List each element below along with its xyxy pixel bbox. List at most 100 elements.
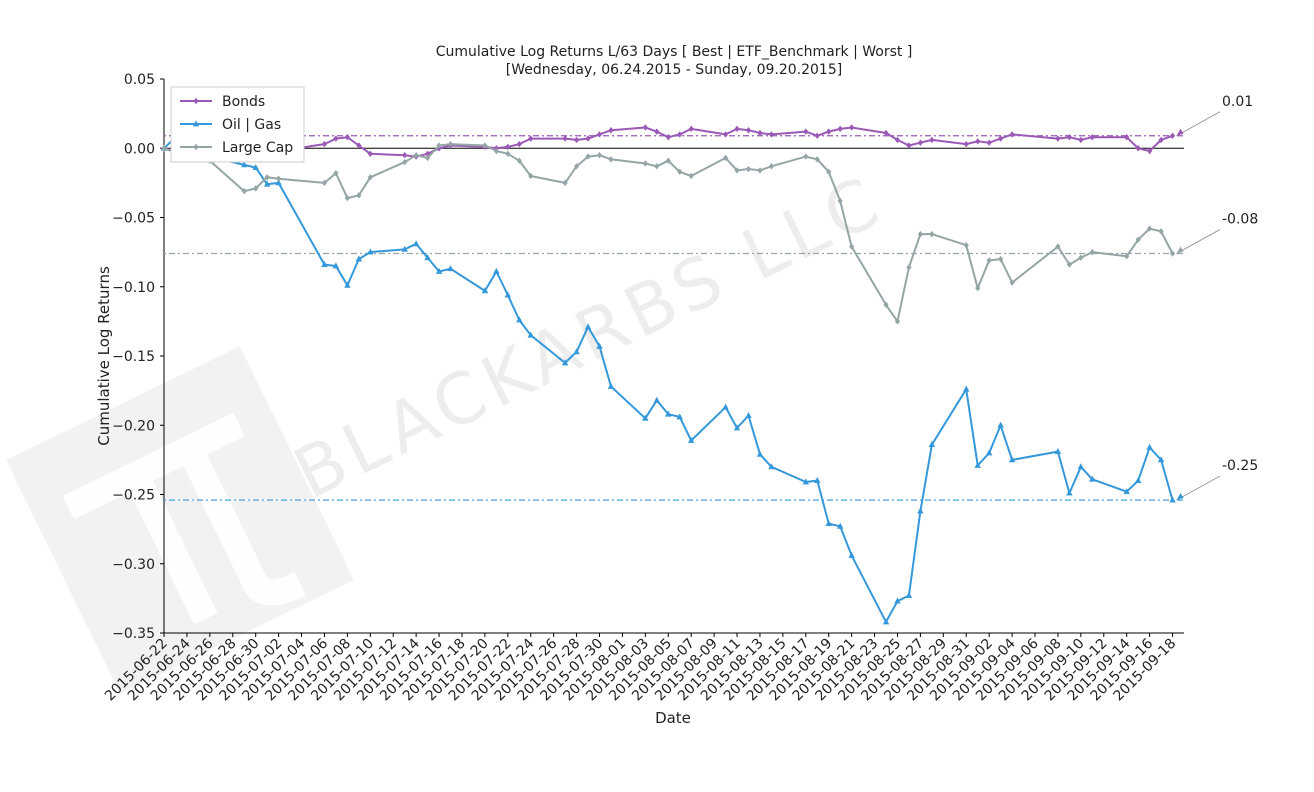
data-point — [654, 128, 660, 135]
data-point — [1169, 496, 1176, 503]
data-point — [665, 133, 671, 141]
data-point — [447, 265, 454, 272]
data-point — [653, 396, 661, 403]
y-tick-label: 0.00 — [124, 141, 155, 157]
data-point — [814, 156, 820, 163]
data-point — [527, 331, 534, 338]
data-point — [1009, 279, 1015, 286]
data-point — [413, 151, 419, 159]
data-point — [849, 124, 855, 131]
data-point — [757, 167, 763, 174]
data-point — [677, 131, 683, 138]
data-point — [275, 179, 282, 186]
data-point — [1054, 447, 1062, 454]
data-point — [505, 143, 511, 151]
data-point — [1158, 228, 1164, 235]
data-point — [412, 240, 420, 247]
data-point — [826, 128, 832, 135]
x-axis-label: Date — [655, 709, 691, 727]
data-point — [1158, 136, 1164, 144]
data-point — [356, 142, 362, 149]
data-point — [516, 316, 523, 323]
data-point — [1089, 133, 1095, 141]
data-point — [985, 449, 993, 456]
data-point — [561, 359, 569, 366]
data-point — [917, 507, 924, 514]
series-line — [163, 126, 1173, 158]
data-point — [1009, 131, 1015, 138]
data-point — [1146, 443, 1153, 450]
data-point — [436, 142, 442, 149]
data-point — [344, 281, 351, 288]
data-point — [734, 167, 740, 174]
data-point — [241, 187, 247, 195]
data-point — [516, 140, 522, 148]
data-point — [986, 139, 992, 146]
data-point — [332, 262, 340, 269]
data-point — [1066, 261, 1072, 268]
data-point — [435, 267, 443, 274]
data-point — [1123, 488, 1130, 495]
data-point — [882, 618, 890, 625]
data-point — [734, 125, 740, 133]
data-point — [906, 142, 912, 149]
data-point — [722, 131, 729, 138]
data-point — [608, 127, 614, 134]
data-point — [757, 129, 763, 137]
data-point — [917, 139, 924, 146]
data-point — [814, 132, 820, 139]
data-point — [276, 175, 282, 182]
data-point — [516, 157, 522, 164]
data-point — [849, 243, 855, 250]
data-point — [894, 318, 901, 325]
data-point — [676, 413, 683, 420]
data-point — [722, 154, 729, 162]
data-point — [356, 192, 362, 199]
y-tick-label: −0.25 — [112, 488, 155, 504]
data-point — [963, 242, 969, 249]
data-point — [1066, 133, 1072, 141]
data-point — [688, 125, 694, 133]
y-tick-label: −0.05 — [112, 211, 155, 227]
data-point — [803, 153, 809, 160]
data-point — [768, 463, 775, 470]
data-point — [929, 136, 935, 144]
data-point — [482, 142, 488, 149]
data-point — [642, 160, 648, 167]
data-point — [161, 145, 167, 152]
data-point — [505, 150, 511, 157]
data-point — [677, 168, 683, 175]
data-point — [917, 230, 924, 238]
end-label: -0.08 — [1222, 212, 1258, 228]
legend-swatch-marker — [192, 120, 200, 127]
end-label-leader — [1176, 475, 1221, 501]
data-point — [905, 592, 913, 599]
data-point — [585, 135, 591, 142]
data-point — [894, 136, 901, 144]
data-point — [584, 323, 592, 330]
data-point — [596, 131, 603, 138]
data-point — [596, 151, 603, 159]
data-point — [975, 138, 981, 145]
end-label: 0.01 — [1222, 94, 1253, 110]
data-point — [825, 519, 832, 526]
data-point — [1135, 145, 1141, 152]
data-point — [928, 441, 936, 448]
legend-swatch-marker — [193, 97, 199, 105]
end-label-leader — [1176, 111, 1221, 137]
chart-title: Cumulative Log Returns L/63 Days [ Best … — [436, 44, 913, 60]
data-point — [1055, 243, 1061, 250]
data-point — [1055, 135, 1061, 142]
data-point — [722, 403, 729, 410]
data-point — [745, 165, 752, 173]
data-point — [321, 179, 328, 187]
data-point — [333, 169, 339, 177]
y-tick-label: −0.30 — [112, 557, 155, 573]
data-point — [1066, 489, 1073, 496]
data-point — [756, 450, 764, 457]
data-point — [745, 411, 752, 418]
data-point — [493, 267, 500, 274]
data-point — [745, 127, 752, 134]
y-tick-label: 0.05 — [124, 72, 155, 88]
